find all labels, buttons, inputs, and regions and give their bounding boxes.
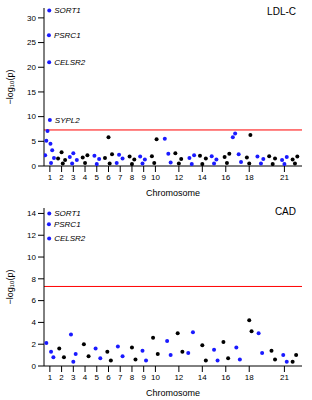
svg-text:7: 7: [118, 173, 123, 182]
svg-text:10: 10: [27, 112, 36, 121]
svg-text:8: 8: [130, 373, 135, 382]
svg-text:18: 18: [245, 373, 254, 382]
svg-text:5: 5: [32, 137, 37, 146]
svg-text:2: 2: [32, 340, 37, 349]
svg-text:PSRC1: PSRC1: [54, 31, 81, 40]
svg-text:2: 2: [59, 173, 64, 182]
svg-text:5: 5: [95, 373, 100, 382]
svg-text:1: 1: [48, 173, 53, 182]
svg-text:Chromosome: Chromosome: [146, 388, 200, 398]
svg-text:12: 12: [174, 373, 183, 382]
svg-text:10: 10: [151, 173, 160, 182]
svg-text:2: 2: [59, 373, 64, 382]
svg-text:0: 0: [32, 362, 37, 371]
svg-text:−log₁₀(p): −log₁₀(p): [8, 69, 15, 104]
svg-text:Chromosome: Chromosome: [146, 188, 200, 198]
svg-text:9: 9: [141, 173, 146, 182]
html-text:LDL-C: LDL-C: [267, 6, 296, 17]
svg-text:6: 6: [106, 173, 111, 182]
svg-text:SORT1: SORT1: [54, 6, 81, 15]
svg-text:20: 20: [27, 63, 36, 72]
svg-text:25: 25: [27, 38, 36, 47]
svg-text:30: 30: [27, 14, 36, 23]
svg-text:0: 0: [32, 162, 37, 171]
svg-text:7: 7: [118, 373, 123, 382]
svg-text:8: 8: [130, 173, 135, 182]
svg-text:14: 14: [27, 209, 36, 218]
svg-text:3: 3: [71, 173, 76, 182]
svg-text:1: 1: [48, 373, 53, 382]
svg-text:CELSR2: CELSR2: [54, 58, 86, 67]
svg-text:12: 12: [27, 231, 36, 240]
svg-text:21: 21: [280, 373, 289, 382]
svg-text:14: 14: [198, 373, 207, 382]
svg-text:3: 3: [71, 373, 76, 382]
svg-text:4: 4: [83, 373, 88, 382]
svg-text:18: 18: [245, 173, 254, 182]
svg-text:5: 5: [95, 173, 100, 182]
svg-text:21: 21: [280, 173, 289, 182]
html-text:CAD: CAD: [274, 206, 296, 217]
svg-text:10: 10: [151, 373, 160, 382]
svg-text:9: 9: [141, 373, 146, 382]
svg-text:6: 6: [106, 373, 111, 382]
svg-text:14: 14: [198, 173, 207, 182]
svg-text:8: 8: [32, 275, 37, 284]
svg-text:16: 16: [221, 373, 230, 382]
svg-text:16: 16: [221, 173, 230, 182]
svg-text:15: 15: [27, 88, 36, 97]
svg-text:4: 4: [32, 318, 37, 327]
svg-text:4: 4: [83, 173, 88, 182]
svg-text:SYPL2: SYPL2: [55, 116, 80, 125]
svg-text:12: 12: [174, 173, 183, 182]
svg-text:6: 6: [32, 296, 37, 305]
svg-text:CELSR2: CELSR2: [54, 234, 86, 243]
svg-text:PSRC1: PSRC1: [54, 220, 81, 229]
svg-text:10: 10: [27, 253, 36, 262]
svg-text:−log₁₀(p): −log₁₀(p): [8, 269, 15, 304]
svg-text:SORT1: SORT1: [54, 209, 81, 218]
